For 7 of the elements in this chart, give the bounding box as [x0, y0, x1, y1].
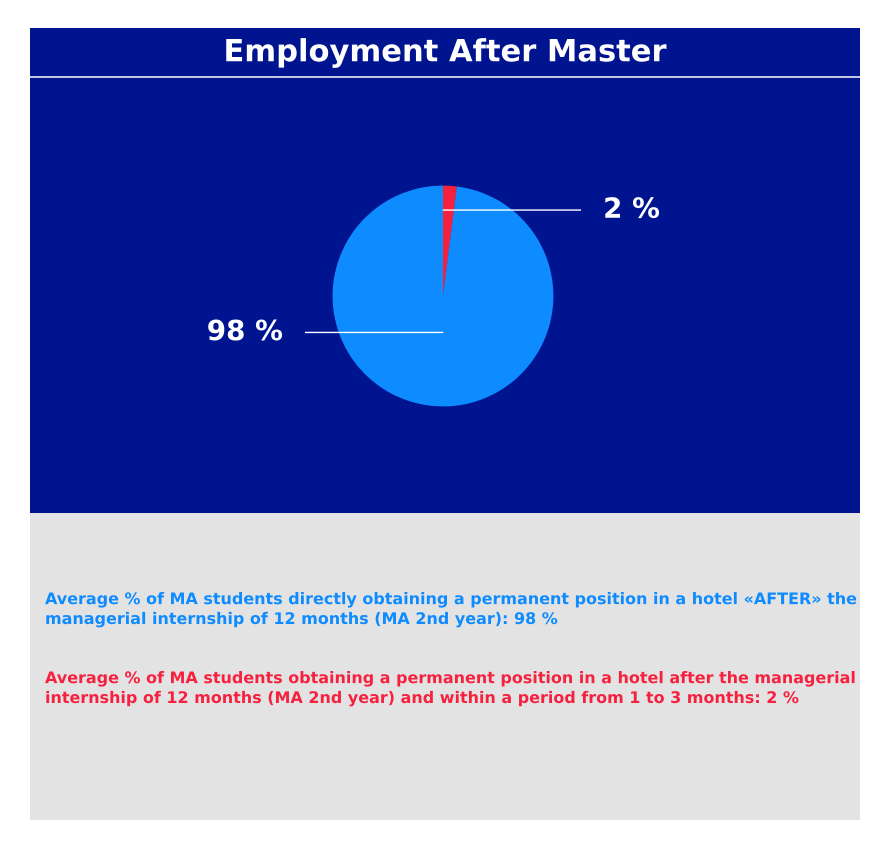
text: Average % of MA students directly obtaining a permanent position in a hotel «AFTER» the managerial internship of 12 months (MA 2nd year): 98 %	[45, 592, 856, 628]
pie-slice	[443, 186, 457, 296]
text: Average % of MA students obtaining a permanent position in a hotel after the managerial internship of 12 months (MA 2nd year) and within a period from 1 to 3 months: 2 %	[45, 671, 855, 706]
data-label: 98 %	[208, 319, 282, 340]
chart-title: Employment After Master	[226, 38, 666, 68]
data-label: 2 %	[605, 197, 660, 218]
pie-slice	[332, 186, 554, 406]
